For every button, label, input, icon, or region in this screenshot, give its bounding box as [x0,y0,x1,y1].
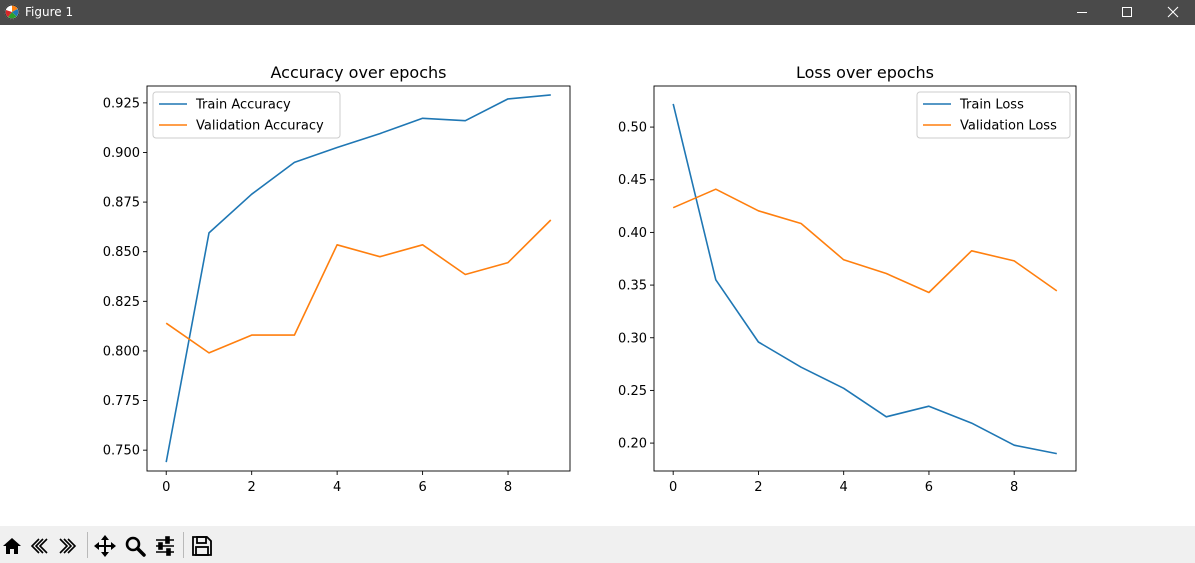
y-tick-label: 0.800 [103,344,140,359]
configure-subplots-button[interactable] [154,535,176,557]
y-tick-label: 0.875 [103,196,140,211]
accuracy-chart: Accuracy over epochs 0 2 4 6 8 0.750 0.775 0.800… [103,63,571,495]
y-tick-label: 0.925 [103,96,140,111]
back-arrow-icon [30,538,48,554]
y-tick-label: 0.775 [103,394,140,409]
y-tick-label: 0.750 [103,444,140,459]
x-tick-label: 2 [248,480,256,495]
figure-canvas: Accuracy over epochs 0 2 4 6 8 0.750 0.775 0.800… [0,25,1195,526]
series-line-train [165,94,551,463]
loss-chart: Loss over epochs 0 2 4 6 8 0.20 0.25 0.30 0.35 0.4… [618,63,1077,495]
save-button[interactable] [191,535,213,557]
maximize-button[interactable] [1104,0,1150,25]
chart-title: Loss over epochs [796,63,934,82]
series-line-validation [165,219,552,354]
y-tick-label: 0.850 [103,245,140,260]
maximize-icon [1122,7,1132,17]
navigation-toolbar [0,526,1195,563]
series-line-train [672,103,1057,455]
y-tick-label: 0.825 [103,295,140,310]
legend: Train Loss Validation Loss [916,91,1071,139]
x-tick-label: 4 [333,480,341,495]
legend-entry: Validation Accuracy [196,119,324,134]
y-tick-label: 0.50 [618,121,647,136]
y-tick-label: 0.900 [103,146,140,161]
y-tick-label: 0.30 [618,331,647,346]
toolbar-separator [87,532,88,558]
x-tick-label: 6 [418,480,426,495]
y-tick-label: 0.20 [618,437,647,452]
x-tick-label: 8 [504,480,512,495]
x-tick-label: 0 [162,480,170,495]
series-line-validation [672,188,1058,294]
legend-entry: Validation Loss [960,119,1057,134]
axes-frame [653,85,1077,472]
zoom-button[interactable] [124,535,146,557]
legend-box [916,91,1071,139]
y-tick-label: 0.40 [618,226,647,241]
y-tick-label: 0.35 [618,279,647,294]
pan-move-icon [94,535,116,557]
x-tick-label: 8 [1010,480,1018,495]
back-button[interactable] [29,535,51,557]
window-title-bar: Figure 1 [0,0,1195,25]
close-button[interactable] [1149,0,1195,25]
x-tick-label: 2 [754,480,762,495]
home-button[interactable] [1,535,23,557]
legend-entry: Train Accuracy [195,98,291,113]
pan-button[interactable] [94,535,116,557]
toolbar-separator [183,532,184,558]
matplotlib-logo-icon [4,4,20,20]
x-tick-label: 0 [669,480,677,495]
y-tick-label: 0.45 [618,173,647,188]
configure-subplots-icon [156,536,174,556]
zoom-magnifier-icon [125,536,146,557]
forward-button[interactable] [56,535,78,557]
legend: Train Accuracy Validation Accuracy [152,91,341,139]
axes-frame [146,85,571,472]
chart-title: Accuracy over epochs [271,63,447,82]
home-icon [3,538,21,554]
forward-arrow-icon [59,538,77,554]
y-tick-label: 0.25 [618,384,647,399]
close-icon [1167,6,1179,18]
legend-entry: Train Loss [959,98,1024,113]
window-title: Figure 1 [25,5,74,19]
legend-box [152,91,341,139]
x-tick-label: 4 [840,480,848,495]
x-tick-label: 6 [925,480,933,495]
minimize-button[interactable] [1060,0,1106,25]
save-disk-icon [192,536,212,556]
